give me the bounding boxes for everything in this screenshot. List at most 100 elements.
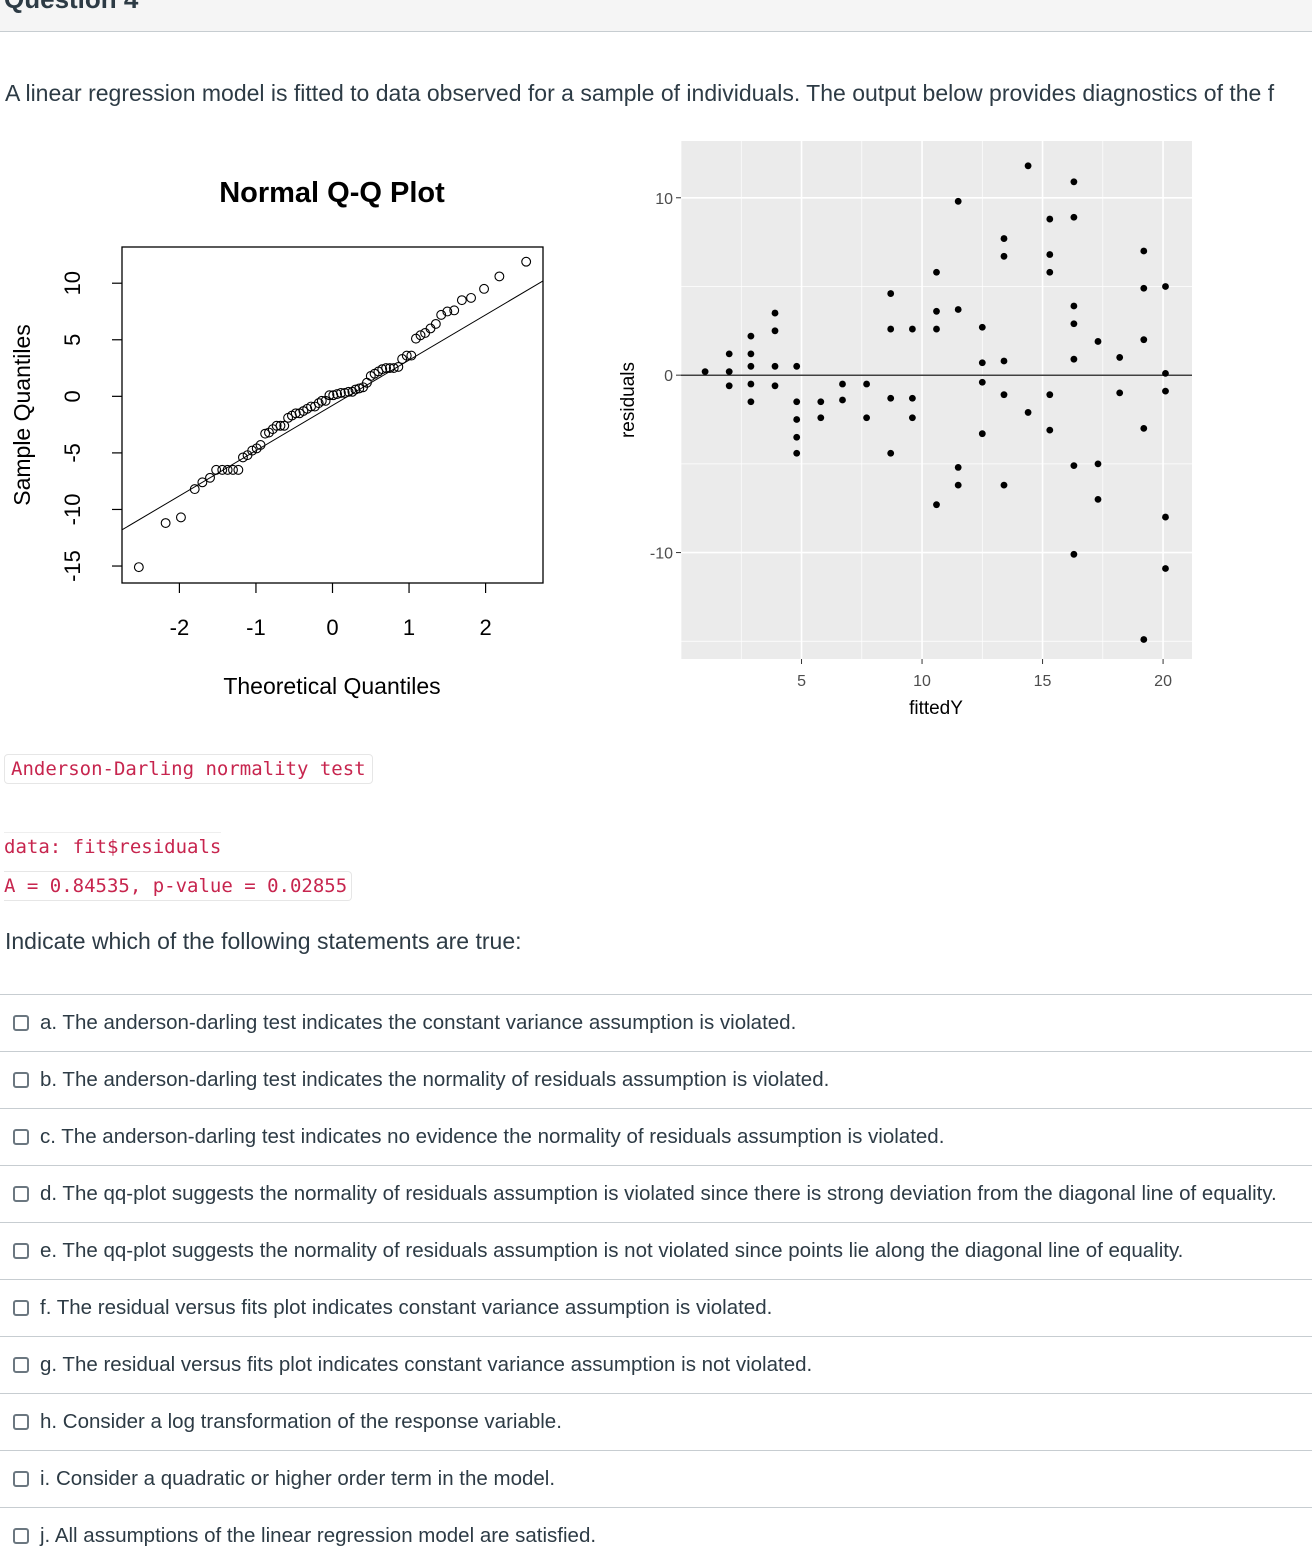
rvf-point: [1116, 354, 1124, 361]
rvf-point: [725, 382, 733, 390]
qq-point: [211, 464, 222, 475]
qq-point: [479, 283, 490, 294]
rvf-point: [747, 380, 755, 388]
qq-y-tick-label: -15: [60, 550, 85, 582]
rvf-point: [1116, 389, 1124, 397]
rvf-point: [1094, 338, 1102, 345]
rvf-point: [1046, 426, 1054, 434]
checkbox[interactable]: [13, 1129, 29, 1145]
rvf-point: [1162, 283, 1169, 290]
rvf-point: [817, 398, 825, 406]
answer-option-g[interactable]: g. The residual versus fits plot indicat…: [0, 1336, 1312, 1393]
qq-point: [466, 292, 476, 303]
answer-label: a. The anderson-darling test indicates t…: [40, 1011, 797, 1034]
qq-point: [279, 420, 290, 431]
qq-point: [354, 383, 365, 394]
qq-x-tick-label: -2: [170, 615, 190, 640]
rvf-point: [1162, 565, 1169, 572]
answer-label: e. The qq-plot suggests the normality of…: [40, 1239, 1184, 1262]
answer-list: a. The anderson-darling test indicates t…: [0, 994, 1312, 1564]
rvf-point: [863, 414, 870, 422]
checkbox[interactable]: [13, 1414, 29, 1430]
answer-option-c[interactable]: c. The anderson-darling test indicates n…: [0, 1108, 1312, 1165]
rvf-y-axis: -10 0 10: [650, 191, 681, 563]
qq-point: [255, 440, 266, 450]
qq-y-tick-label: -5: [60, 443, 85, 463]
rvf-x-axis: 5 10 15 20: [797, 659, 1172, 690]
qq-point: [175, 512, 186, 523]
question-prompt: Indicate which of the following statemen…: [5, 928, 522, 954]
qq-point: [217, 464, 228, 475]
answer-label: c. The anderson-darling test indicates n…: [40, 1125, 945, 1148]
rvf-point: [747, 398, 755, 406]
rvf-point: [1140, 424, 1148, 432]
qq-point: [430, 318, 441, 329]
checkbox[interactable]: [13, 1186, 29, 1202]
rvf-point: [1140, 247, 1148, 255]
qq-plot-title: Normal Q-Q Plot: [219, 177, 445, 209]
rvf-point: [817, 414, 825, 422]
qq-point: [247, 445, 258, 456]
answer-option-d[interactable]: d. The qq-plot suggests the normality of…: [0, 1165, 1312, 1222]
checkbox[interactable]: [13, 1072, 29, 1088]
answer-label: j. All assumptions of the linear regress…: [40, 1524, 597, 1547]
rvf-point: [793, 449, 801, 457]
rvf-point: [747, 362, 755, 370]
question-title: Question 4: [4, 0, 138, 15]
answer-option-i[interactable]: i. Consider a quadratic or higher order …: [0, 1450, 1312, 1507]
rvf-point: [954, 464, 962, 471]
rvf-point: [978, 378, 986, 386]
answer-option-f[interactable]: f. The residual versus fits plot indicat…: [0, 1279, 1312, 1336]
qq-y-tick-label: 10: [60, 271, 85, 295]
rvf-point: [978, 323, 986, 331]
checkbox[interactable]: [13, 1357, 29, 1373]
rvf-point: [793, 416, 801, 423]
qq-point: [335, 387, 346, 398]
rvf-point: [1024, 162, 1032, 170]
answer-option-j[interactable]: j. All assumptions of the linear regress…: [0, 1507, 1312, 1564]
rvf-point: [1070, 550, 1078, 558]
ad-test-title: Anderson-Darling normality test: [4, 754, 373, 784]
qq-point: [271, 420, 282, 431]
qq-point: [393, 361, 404, 372]
rvf-point: [954, 481, 962, 489]
qq-point: [442, 306, 453, 317]
qq-point: [260, 428, 271, 439]
qq-point: [237, 452, 248, 463]
rvf-point: [1046, 391, 1054, 399]
answer-label: g. The residual versus fits plot indicat…: [40, 1353, 813, 1376]
qq-y-axis-label: Sample Quantiles: [9, 324, 35, 506]
rvf-point: [1000, 357, 1008, 365]
rvf-point: [954, 197, 962, 205]
answer-option-b[interactable]: b. The anderson-darling test indicates t…: [0, 1051, 1312, 1108]
qq-point: [328, 390, 339, 401]
answer-option-e[interactable]: e. The qq-plot suggests the normality of…: [0, 1222, 1312, 1279]
rvf-y-axis-label: residuals: [618, 362, 639, 438]
rvf-point: [1162, 369, 1169, 377]
qq-point: [160, 518, 171, 528]
checkbox[interactable]: [13, 1471, 29, 1487]
rvf-point: [747, 332, 755, 340]
answer-option-h[interactable]: h. Consider a log transformation of the …: [0, 1393, 1312, 1450]
rvf-point: [771, 327, 779, 335]
question-header: Question 4: [0, 0, 1312, 32]
qq-point: [456, 295, 467, 306]
qq-point: [324, 390, 335, 401]
checkbox[interactable]: [13, 1015, 29, 1031]
rvf-point: [1162, 387, 1169, 395]
rvf-point: [933, 307, 940, 315]
checkbox[interactable]: [13, 1243, 29, 1259]
checkbox[interactable]: [13, 1528, 29, 1544]
qq-point: [401, 350, 412, 361]
rvf-point: [793, 433, 801, 441]
rvf-points: [701, 162, 1169, 643]
qq-plot-frame: [121, 246, 544, 584]
answer-option-a[interactable]: a. The anderson-darling test indicates t…: [0, 994, 1312, 1051]
rvf-point: [1140, 336, 1148, 344]
rvf-point: [863, 380, 870, 388]
qq-point: [343, 386, 354, 397]
rvf-x-axis-label: fittedY: [909, 698, 963, 719]
rvf-point: [1094, 460, 1102, 468]
checkbox[interactable]: [13, 1300, 29, 1316]
